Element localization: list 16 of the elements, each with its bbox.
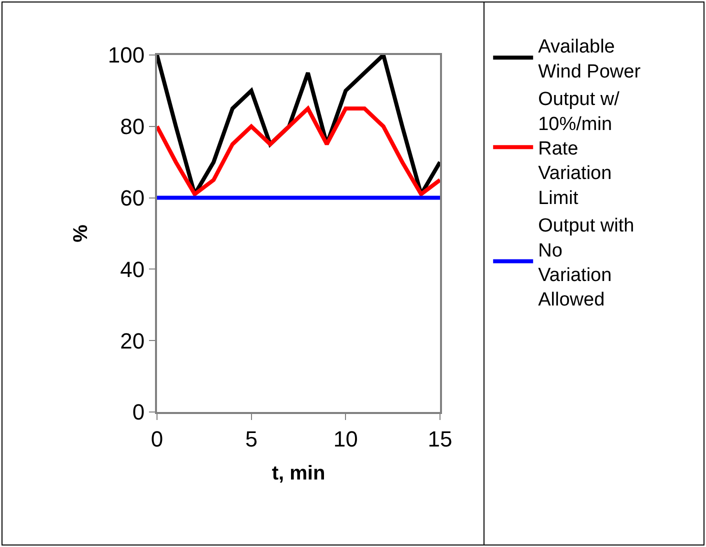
y-tick-label: 40	[120, 256, 145, 282]
legend-label: Output with No Variation Allowed	[538, 216, 634, 311]
legend-label: Output w/ 10%/min Rate Variation Limit	[538, 89, 620, 209]
x-tick-label: 10	[333, 426, 358, 452]
x-tick-label: 5	[245, 426, 258, 452]
y-tick-label: 80	[120, 114, 145, 140]
x-tick-label: 15	[428, 426, 452, 452]
y-tick-label: 60	[120, 186, 145, 210]
y-axis-title: %	[70, 224, 92, 242]
line-series	[157, 106, 440, 196]
legend-label: Available Wind Power	[538, 36, 642, 82]
y-tick-label: 100	[108, 42, 145, 68]
x-tick-label: 0	[150, 426, 164, 452]
y-tick-label: 20	[120, 328, 145, 354]
x-axis-title: t, min	[272, 462, 326, 484]
y-tick-label: 0	[132, 400, 145, 425]
